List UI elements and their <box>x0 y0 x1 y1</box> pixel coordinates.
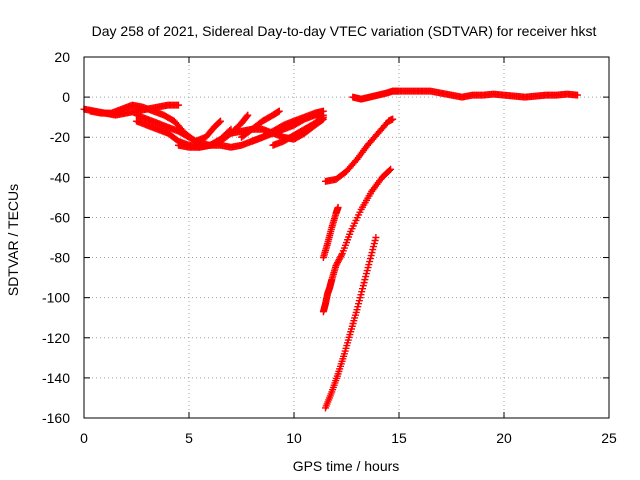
x-tick-label: 20 <box>496 430 512 446</box>
y-tick-label: -120 <box>42 330 70 346</box>
data-point <box>372 234 380 241</box>
y-tick-label: -60 <box>50 209 70 225</box>
y-tick-label: -40 <box>50 169 70 185</box>
data-point <box>389 115 397 123</box>
data-point <box>244 111 252 119</box>
data-point <box>318 114 326 122</box>
series-arc-14 <box>349 87 581 103</box>
data-point <box>217 117 224 125</box>
data-point <box>574 91 581 99</box>
grid <box>84 57 609 418</box>
data-point <box>216 118 224 126</box>
y-tick-label: -100 <box>42 290 70 306</box>
data-point <box>319 113 327 121</box>
y-tick-label: -160 <box>42 410 70 426</box>
data-point <box>387 165 395 173</box>
data-points <box>80 87 581 412</box>
series-arc-12 <box>319 165 395 316</box>
plot-frame <box>83 56 610 419</box>
data-point <box>175 101 182 109</box>
data-point <box>275 107 283 115</box>
x-tick-label: 10 <box>286 430 302 446</box>
series-arc-13 <box>322 234 380 412</box>
data-point <box>334 203 342 211</box>
y-tick-label: -80 <box>50 250 70 266</box>
x-axis-label: GPS time / hours <box>293 458 400 474</box>
y-tick-label: -20 <box>50 129 70 145</box>
data-point <box>215 119 223 127</box>
x-tick-label: 0 <box>80 430 88 446</box>
data-point <box>338 251 346 259</box>
series-arc-9 <box>269 113 327 149</box>
data-point <box>386 166 394 174</box>
chart-title: Day 258 of 2021, Sidereal Day-to-day VTE… <box>92 23 597 39</box>
x-tick-label: 15 <box>391 430 407 446</box>
series-arc-10 <box>322 115 397 185</box>
x-tick-label: 5 <box>185 430 193 446</box>
x-tick-label: 25 <box>601 430 617 446</box>
axis-ticks: 0 5 10 15 20 25 20 0 -20 -40 -60 -80 -100 -120 -140 -16… <box>42 49 617 446</box>
data-point <box>243 112 251 120</box>
y-tick-label: -140 <box>42 370 70 386</box>
y-axis-label: SDTVAR / TECUs <box>5 184 21 296</box>
y-tick-label: 20 <box>54 49 70 65</box>
series-arc-11 <box>319 203 342 262</box>
series-arc-7 <box>238 107 283 141</box>
y-tick-label: 0 <box>62 89 70 105</box>
